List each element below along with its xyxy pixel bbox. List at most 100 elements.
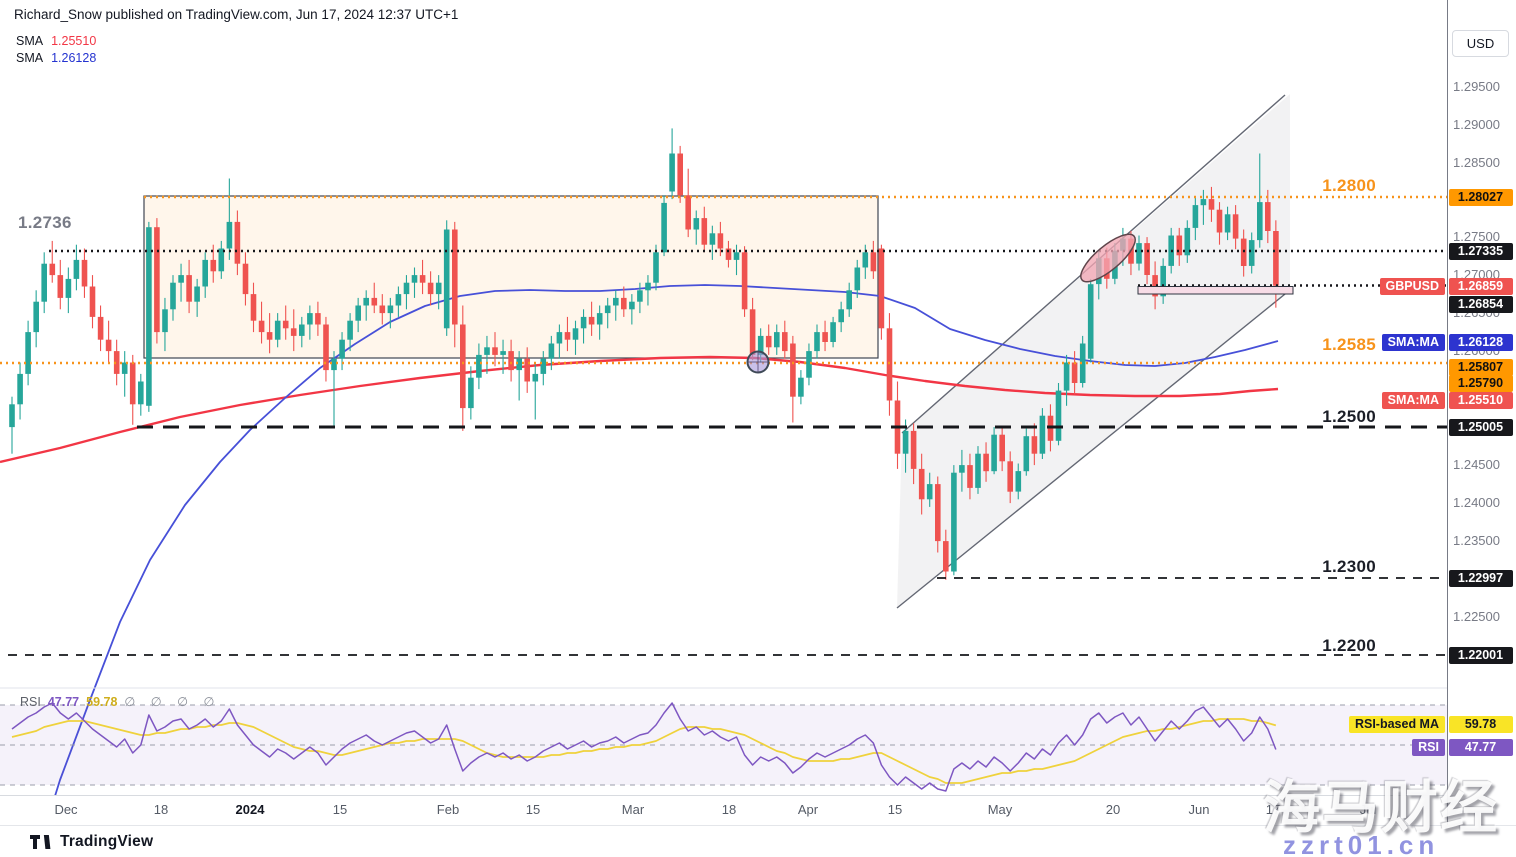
candle-body (500, 351, 506, 355)
candle-body (733, 252, 740, 260)
axis-price-label: 1.23500 (1453, 533, 1500, 548)
axis-price-label: 1.29000 (1453, 117, 1500, 132)
axis-price-label: 1.29500 (1453, 79, 1500, 94)
sma1-value: 1.25510 (51, 34, 97, 48)
candle-body (701, 218, 708, 245)
rsi-ma-line[interactable] (11, 718, 1277, 784)
sma2-label: SMA (16, 51, 44, 65)
candle-body (790, 343, 796, 397)
candle-body (41, 263, 47, 302)
candle-body (1200, 199, 1207, 206)
candle-body (532, 373, 539, 382)
candle-body (411, 275, 418, 283)
candle-body (983, 453, 989, 472)
candle-body (1063, 362, 1070, 391)
rsi-line[interactable] (11, 702, 1277, 792)
candle-body (105, 339, 112, 352)
candle-body (564, 332, 571, 340)
candle-body (89, 286, 96, 317)
candle-body (25, 332, 31, 374)
rsi-legend[interactable]: RSI 47.77 59.78 ∅ ∅ ∅ ∅ (20, 694, 227, 709)
bottom-bar: TradingView (0, 825, 1516, 857)
axis-price-label: 1.24500 (1453, 457, 1500, 472)
rsi-legend-name: RSI (20, 695, 41, 709)
time-axis[interactable]: Dec 18 2024 15 Feb 15 Mar 18 Apr 15 May 20 Jun 17 Jul (0, 795, 1516, 825)
tradingview-logo-text: TradingView (60, 833, 154, 850)
sma-legend-row-2[interactable]: SMA 1.26128 (16, 50, 96, 67)
axis-value-badge: 47.77 (1448, 738, 1513, 756)
candle-body (170, 282, 176, 310)
candle-body (1240, 238, 1247, 266)
axis-value-badge: 1.27335 (1448, 242, 1513, 260)
time-axis-label: 18 (721, 802, 737, 817)
time-axis-label: 15 (525, 802, 541, 817)
candle-body (725, 248, 732, 260)
axis-value-badge: 1.26854 (1448, 295, 1513, 313)
candle-body (339, 339, 345, 359)
tradingview-logo[interactable]: TradingView (30, 833, 153, 851)
candle-body (1160, 265, 1166, 297)
price-level-label: 1.2500 (1322, 407, 1376, 426)
candle-body (363, 297, 369, 306)
candle-body (774, 332, 780, 348)
candle-body (379, 305, 386, 314)
candle-body (540, 358, 547, 374)
candle-body (741, 252, 748, 310)
candle-body (81, 259, 88, 287)
candle-body (910, 430, 917, 469)
candles[interactable] (9, 128, 1279, 580)
publish-header: Richard_Snow published on TradingView.co… (14, 7, 459, 22)
time-axis-label: Jun (1188, 802, 1210, 817)
channel-lower-line[interactable] (896, 289, 1291, 609)
candle-body (524, 358, 530, 382)
axis-value-badge: 1.25807 (1448, 358, 1513, 376)
time-axis-label: Dec (54, 802, 78, 817)
candle-body (162, 309, 168, 333)
rsi-legend-empty-values: ∅ ∅ ∅ ∅ (124, 695, 221, 709)
axis-value-badge: 1.22997 (1448, 569, 1513, 587)
series-name-tag: RSI (1412, 738, 1445, 756)
axis-value-badge: 1.26128 (1448, 333, 1513, 351)
candle-body (765, 335, 772, 348)
candle-body (258, 320, 265, 333)
candle-body (307, 313, 313, 325)
axis-value-badge: 1.25510 (1448, 391, 1513, 409)
highlight-ellipse[interactable] (1074, 227, 1142, 289)
candle-body (226, 221, 233, 249)
sma-legend-row-1[interactable]: SMA 1.25510 (16, 33, 96, 50)
candle-body (1023, 436, 1030, 472)
price-axis[interactable]: USD 1.29500 1.29000 1.28500 1.27500 1.27000 1… (1447, 0, 1516, 825)
price-level-label: 1.2200 (1322, 636, 1376, 655)
candle-body (1031, 436, 1038, 454)
candle-body (427, 282, 434, 295)
currency-button[interactable]: USD (1452, 30, 1509, 57)
candle-body (17, 373, 23, 405)
candle-body (186, 275, 192, 302)
series-name-tag: RSI-based MA (1348, 715, 1445, 733)
candle-body (749, 309, 756, 355)
candle-body (1144, 243, 1150, 275)
candle-body (1208, 199, 1215, 210)
candle-body (371, 297, 378, 306)
candle-body (508, 351, 514, 371)
candle-body (1079, 343, 1086, 383)
candle-body (621, 297, 627, 310)
series-name-tag: SMA:MA (1381, 333, 1445, 351)
sma-legend: SMA 1.25510 SMA 1.26128 (16, 33, 96, 67)
candle-body (975, 453, 981, 488)
rsi-legend-value: 47.77 (47, 695, 80, 709)
candle-body (1248, 240, 1255, 266)
candle-body (1224, 214, 1231, 233)
candle-body (516, 358, 522, 371)
rsi-legend-ma-value: 59.78 (86, 695, 118, 709)
price-level-label: 1.2736 (18, 213, 72, 232)
candle-body (460, 324, 466, 409)
candle-body (435, 282, 442, 295)
candle-body (65, 278, 72, 298)
candle-body (443, 229, 450, 329)
support-zone-rect[interactable] (1137, 286, 1294, 295)
price-level-label: 1.2300 (1322, 557, 1376, 576)
axis-value-badge: 59.78 (1448, 715, 1513, 733)
candle-body (637, 290, 643, 302)
